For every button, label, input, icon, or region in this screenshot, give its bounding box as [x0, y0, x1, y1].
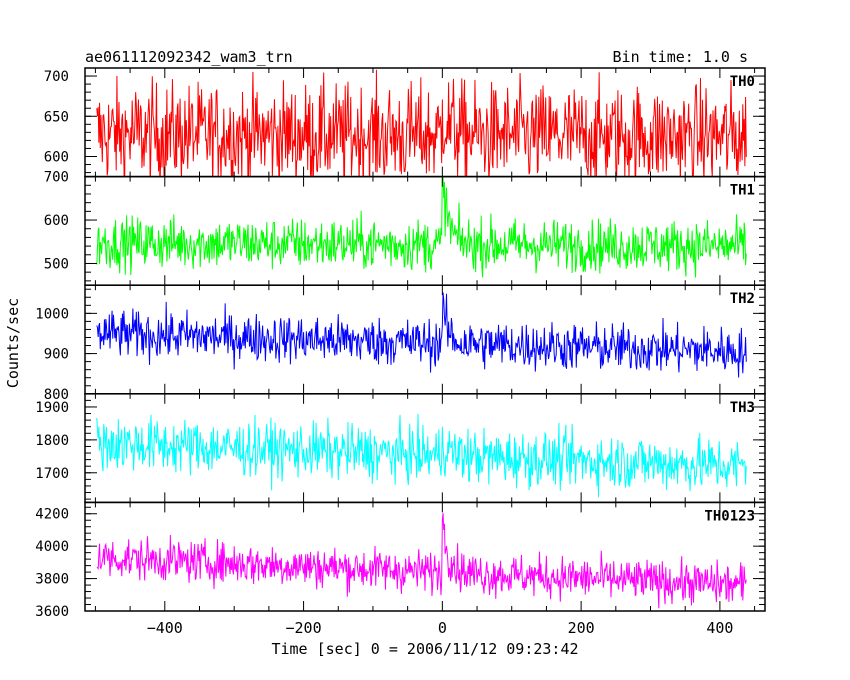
- y-tick-label: 900: [44, 347, 69, 363]
- y-tick-label: 1000: [35, 306, 69, 322]
- series-line-th0: [96, 69, 747, 177]
- panel-label-th1: TH1: [730, 183, 755, 199]
- series-line-th0123: [96, 513, 747, 609]
- y-tick-label: 1900: [35, 400, 69, 416]
- x-tick-label: 0: [438, 619, 447, 637]
- series-line-th2: [96, 292, 747, 378]
- series-line-th1: [96, 176, 747, 278]
- series-line-th3: [96, 413, 747, 498]
- x-axis-label: Time [sec] 0 = 2006/11/12 09:23:42: [271, 640, 578, 658]
- y-tick-label: 700: [44, 69, 69, 85]
- y-tick-label: 700: [44, 170, 69, 186]
- y-tick-label: 650: [44, 109, 69, 125]
- y-tick-label: 1700: [35, 466, 69, 482]
- panel-label-th2: TH2: [730, 291, 755, 307]
- chart-title: ae061112092342_wam3_trn: [85, 48, 293, 66]
- y-tick-label: 500: [44, 256, 69, 272]
- y-axis-label: Counts/sec: [4, 298, 22, 388]
- y-tick-label: 4200: [35, 507, 69, 523]
- y-tick-label: 4000: [35, 539, 69, 555]
- bin-time-label: Bin time: 1.0 s: [613, 48, 748, 66]
- x-tick-label: 400: [706, 619, 733, 637]
- panel-label-th3: TH3: [730, 400, 755, 416]
- y-tick-label: 3600: [35, 604, 69, 620]
- y-tick-label: 600: [44, 149, 69, 165]
- y-tick-label: 1800: [35, 433, 69, 449]
- panel-frame-th0123: [84, 501, 766, 612]
- y-tick-label: 800: [44, 387, 69, 403]
- panel-label-th0: TH0: [730, 74, 755, 90]
- panels-group: 600 650 700 TH0 500 600 700 TH1 800 900 1000 TH2 170…: [35, 67, 766, 637]
- y-tick-label: 600: [44, 213, 69, 229]
- y-tick-label: 3800: [35, 572, 69, 588]
- panel-label-th0123: TH0123: [704, 508, 755, 524]
- x-tick-label: 200: [568, 619, 595, 637]
- x-tick-label: −400: [147, 619, 183, 637]
- x-tick-label: −200: [286, 619, 322, 637]
